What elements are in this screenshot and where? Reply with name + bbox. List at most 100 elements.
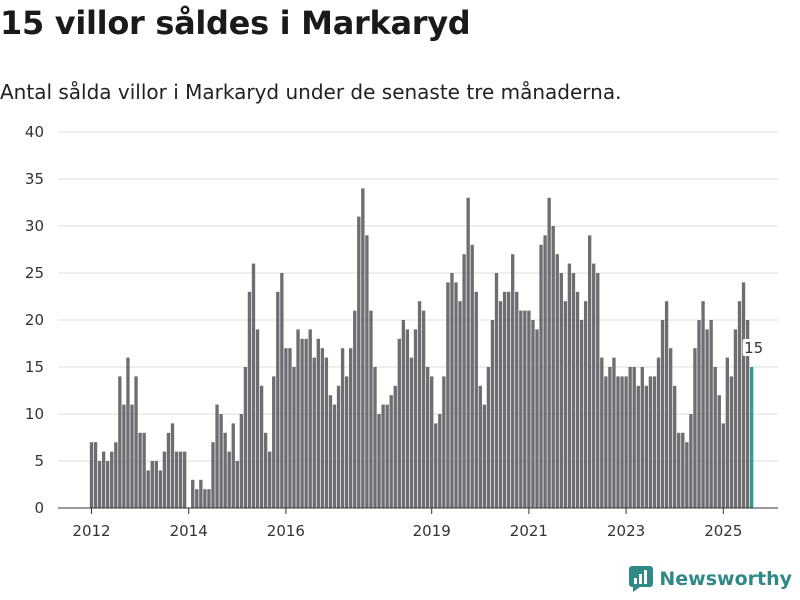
bar: [130, 404, 134, 508]
bar: [535, 329, 539, 508]
bar: [624, 376, 628, 508]
bar: [251, 263, 256, 508]
bar: [142, 432, 146, 508]
bar: [393, 385, 397, 508]
bar: [122, 404, 126, 508]
bar: [182, 451, 187, 508]
bar: [89, 442, 94, 508]
x-tick-label: 2023: [607, 522, 645, 540]
bar: [235, 461, 239, 508]
bar: [725, 357, 730, 508]
bar: [361, 188, 365, 508]
bar: [551, 226, 555, 508]
bar: [705, 329, 709, 508]
data-label-last: 15: [744, 339, 763, 357]
bar: [478, 385, 482, 508]
bar: [292, 367, 296, 508]
bar: [741, 282, 746, 508]
bar: [340, 348, 345, 508]
bar: [502, 291, 507, 508]
bar: [243, 367, 248, 508]
bar: [365, 235, 369, 508]
bar: [583, 301, 588, 508]
bar: [162, 451, 167, 508]
bar: [425, 367, 430, 508]
bar: [438, 414, 442, 508]
bar: [701, 301, 705, 508]
bar: [304, 338, 308, 508]
page-title: 15 villor såldes i Markaryd: [0, 4, 471, 42]
bar: [300, 338, 304, 508]
x-tick-label: 2012: [72, 522, 110, 540]
bar: [430, 376, 434, 508]
bar: [101, 451, 106, 508]
bar: [268, 451, 272, 508]
bar: [717, 395, 721, 508]
bar: [344, 376, 349, 508]
bar: [381, 404, 385, 508]
bar: [689, 414, 693, 508]
bar: [413, 329, 418, 508]
bar: [527, 310, 531, 508]
bar: [328, 395, 333, 508]
bar: [166, 432, 171, 508]
bar: [563, 301, 568, 508]
bar: [316, 338, 320, 508]
bar: [308, 329, 312, 508]
bar: [434, 423, 438, 508]
y-tick-label: 35: [25, 170, 44, 188]
bar: [377, 414, 381, 508]
bar: [575, 291, 580, 508]
bar: [450, 273, 454, 508]
bar: [332, 404, 337, 508]
brand-name: Newsworthy: [659, 568, 792, 590]
bar: [446, 282, 450, 508]
bar: [571, 273, 576, 508]
bar: [219, 414, 223, 508]
brand-logo[interactable]: Newsworthy: [629, 566, 792, 592]
bar: [126, 357, 130, 508]
bar: [677, 432, 681, 508]
bar: [673, 385, 677, 508]
bar: [93, 442, 98, 508]
bar: [523, 310, 527, 508]
bar: [685, 442, 689, 508]
bar: [519, 310, 523, 508]
bar: [486, 367, 491, 508]
bar: [276, 291, 280, 508]
bar: [474, 291, 478, 508]
bar: [255, 329, 260, 508]
bar: [389, 395, 393, 508]
page-subtitle: Antal sålda villor i Markaryd under de s…: [0, 80, 622, 104]
bar: [405, 329, 410, 508]
bar: [118, 376, 122, 508]
bar: [211, 442, 215, 508]
bar: [373, 367, 377, 508]
bar: [693, 348, 697, 508]
bar: [385, 404, 389, 508]
bar: [628, 367, 632, 508]
bar: [280, 273, 284, 508]
bar: [191, 479, 195, 508]
bar: [567, 263, 572, 508]
bar: [458, 301, 462, 508]
x-tick-label: 2014: [170, 522, 208, 540]
bar: [199, 479, 203, 508]
bar: [320, 348, 325, 508]
bar: [745, 320, 750, 508]
y-tick-label: 20: [25, 311, 44, 329]
bar: [668, 348, 673, 508]
bar: [506, 291, 511, 508]
bar: [466, 197, 470, 509]
bar: [288, 348, 292, 508]
bar: [207, 489, 211, 508]
bar: [721, 423, 725, 508]
bar: [579, 320, 584, 508]
y-tick-label: 25: [25, 264, 44, 282]
bar: [729, 376, 734, 508]
bar-highlight: [749, 367, 754, 508]
bar: [587, 235, 592, 508]
bar: [636, 385, 640, 508]
bar: [511, 254, 515, 508]
